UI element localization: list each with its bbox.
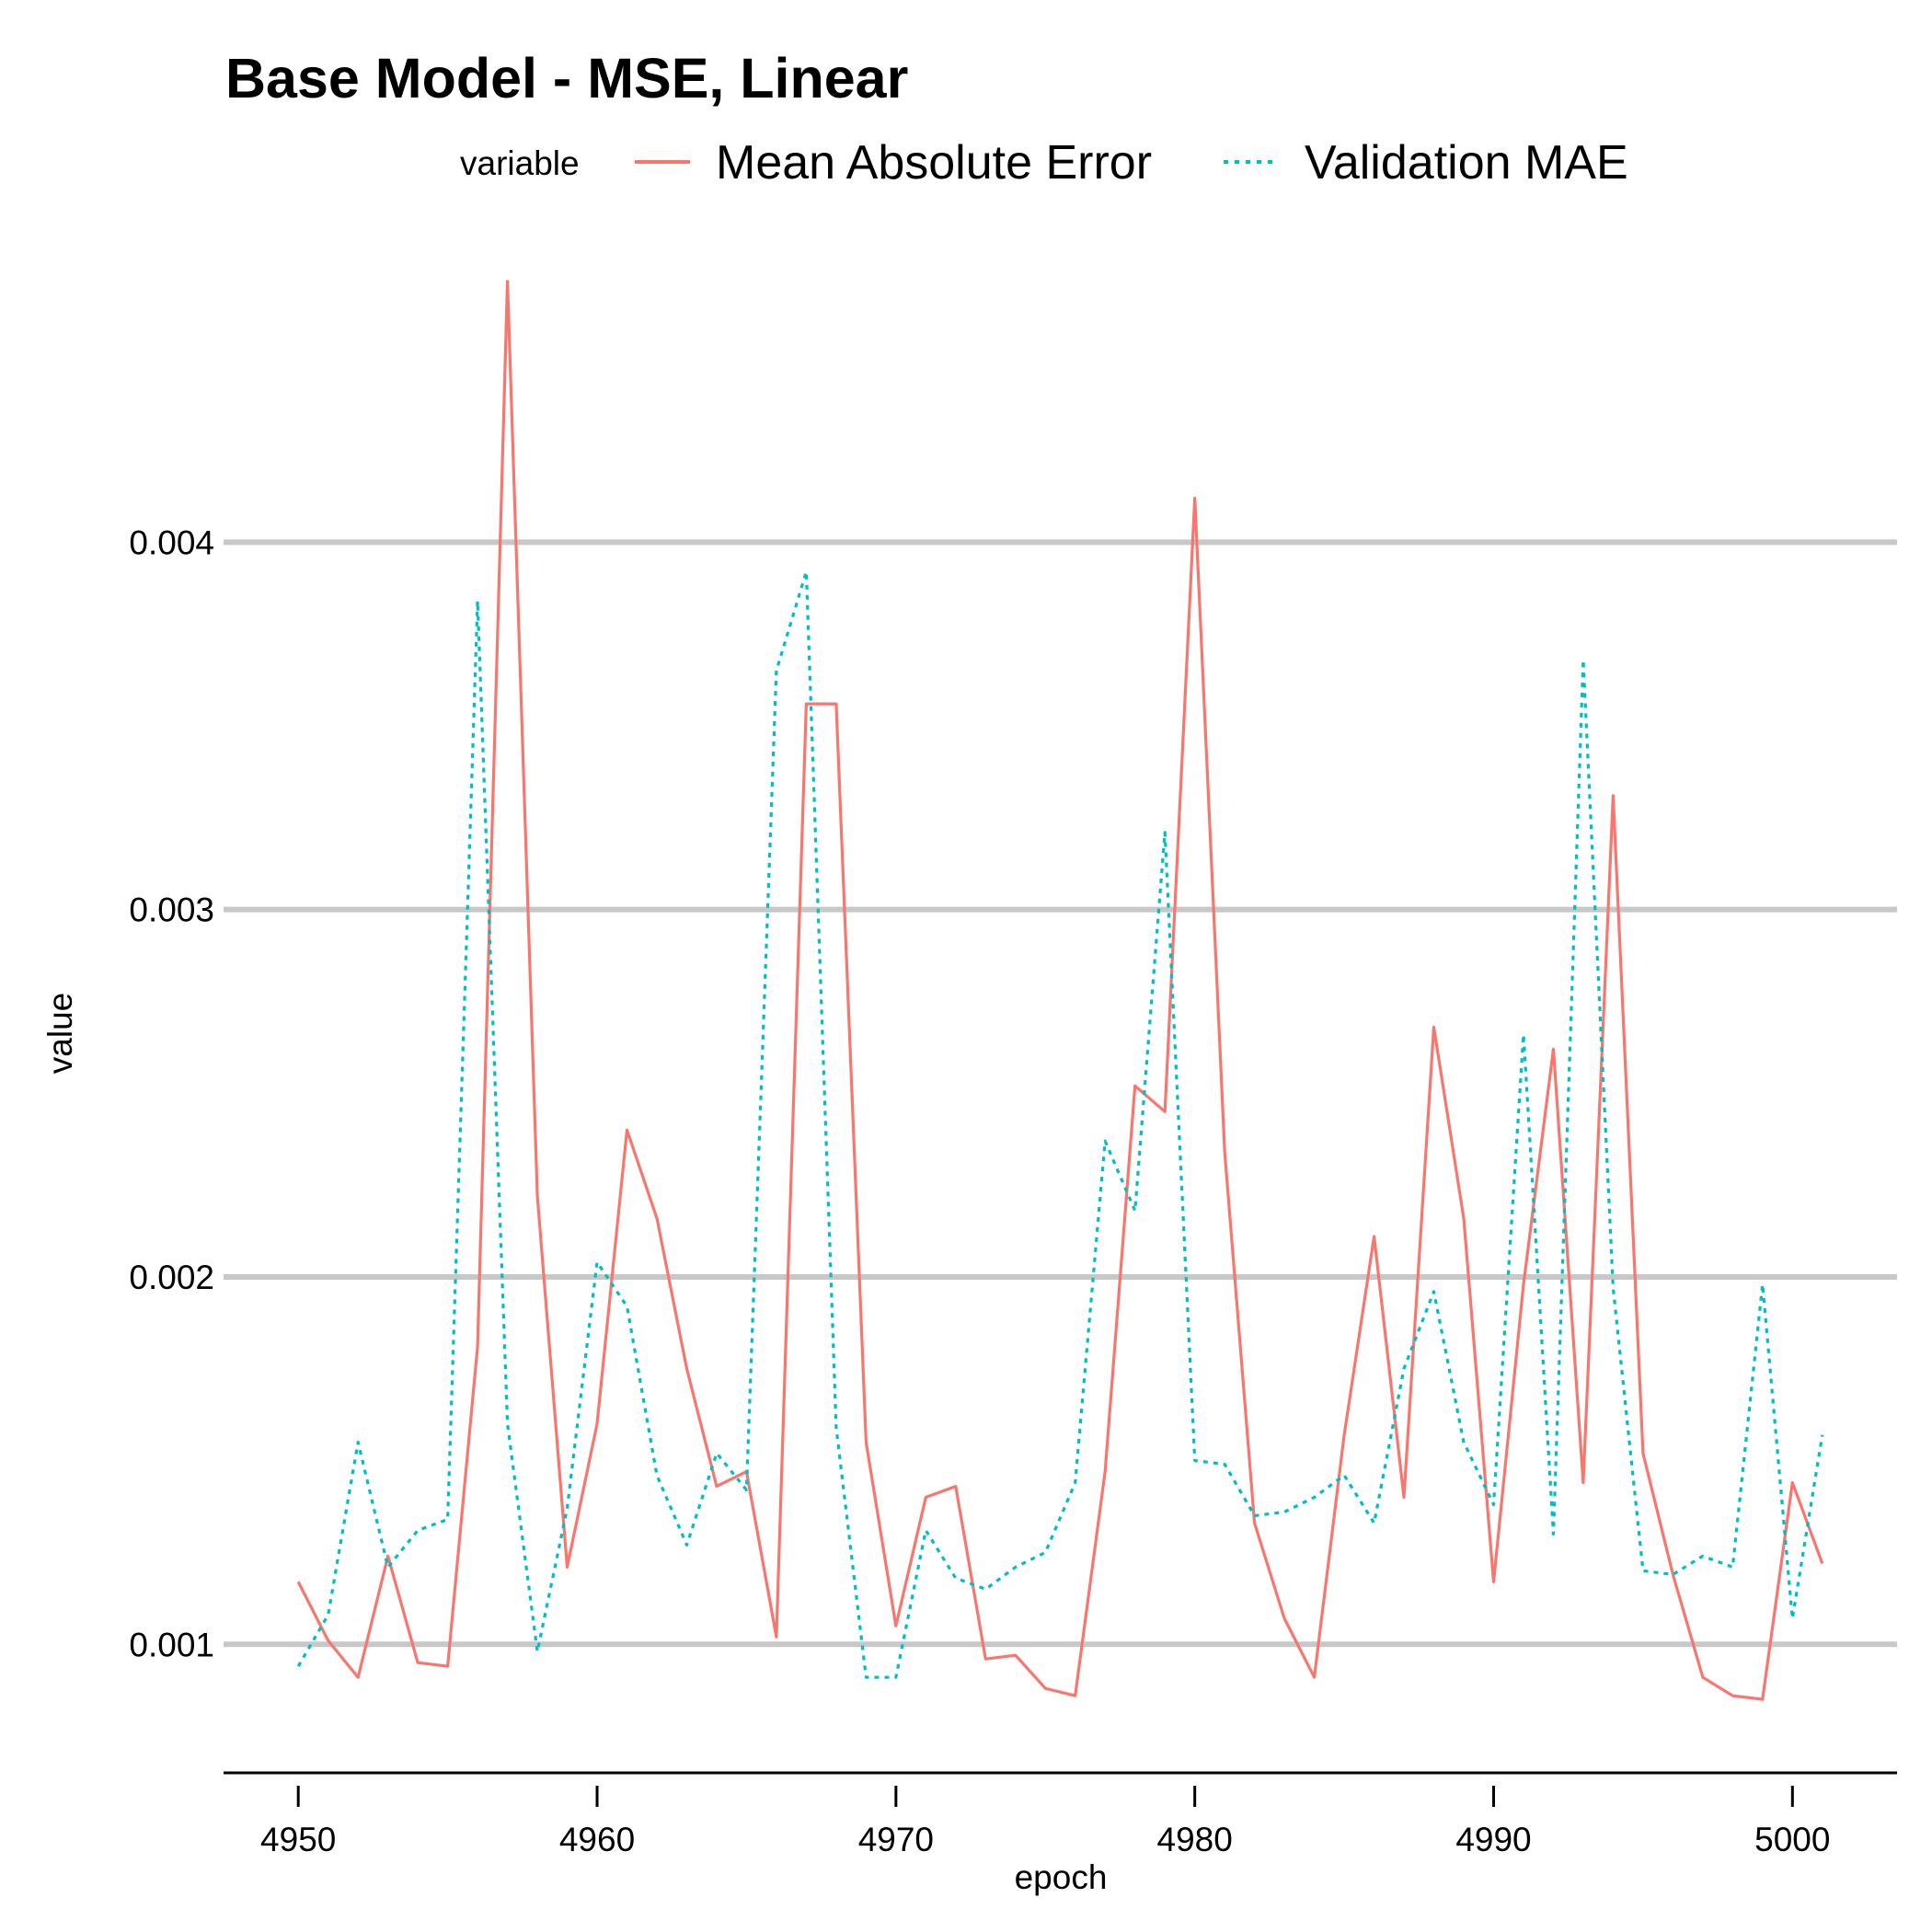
y-tick-label: 0.003 — [129, 891, 214, 929]
y-tick-label: 0.002 — [129, 1259, 214, 1296]
x-tick-label: 5000 — [1754, 1821, 1830, 1858]
series-lines — [296, 280, 1824, 1701]
y-tick-label: 0.004 — [129, 523, 214, 561]
x-axis-ticks: 4950 4960 4970 4980 4990 5000 — [260, 1786, 1830, 1858]
chart-title: Base Model - MSE, Linear — [225, 47, 908, 109]
legend: variable Mean Absolute Error Validation … — [460, 136, 1628, 190]
y-axis-ticks: 0.001 0.002 0.003 0.004 — [129, 523, 214, 1663]
y-axis-label: value — [41, 993, 79, 1074]
y-tick-label: 0.001 — [129, 1626, 214, 1663]
x-tick-label: 4950 — [260, 1821, 336, 1858]
legend-label-mean-absolute-error: Mean Absolute Error — [716, 136, 1152, 190]
x-tick-label: 4960 — [559, 1821, 635, 1858]
x-tick-label: 4970 — [858, 1821, 934, 1858]
x-tick-label: 4990 — [1455, 1821, 1531, 1858]
legend-title: variable — [460, 144, 580, 182]
series-line-mean-absolute-error — [296, 280, 1824, 1701]
x-tick-label: 4980 — [1157, 1821, 1233, 1858]
grid — [224, 539, 1897, 1648]
series-line-validation-mae — [296, 569, 1824, 1679]
legend-label-validation-mae: Validation MAE — [1305, 136, 1628, 190]
x-axis-label: epoch — [1015, 1858, 1108, 1896]
